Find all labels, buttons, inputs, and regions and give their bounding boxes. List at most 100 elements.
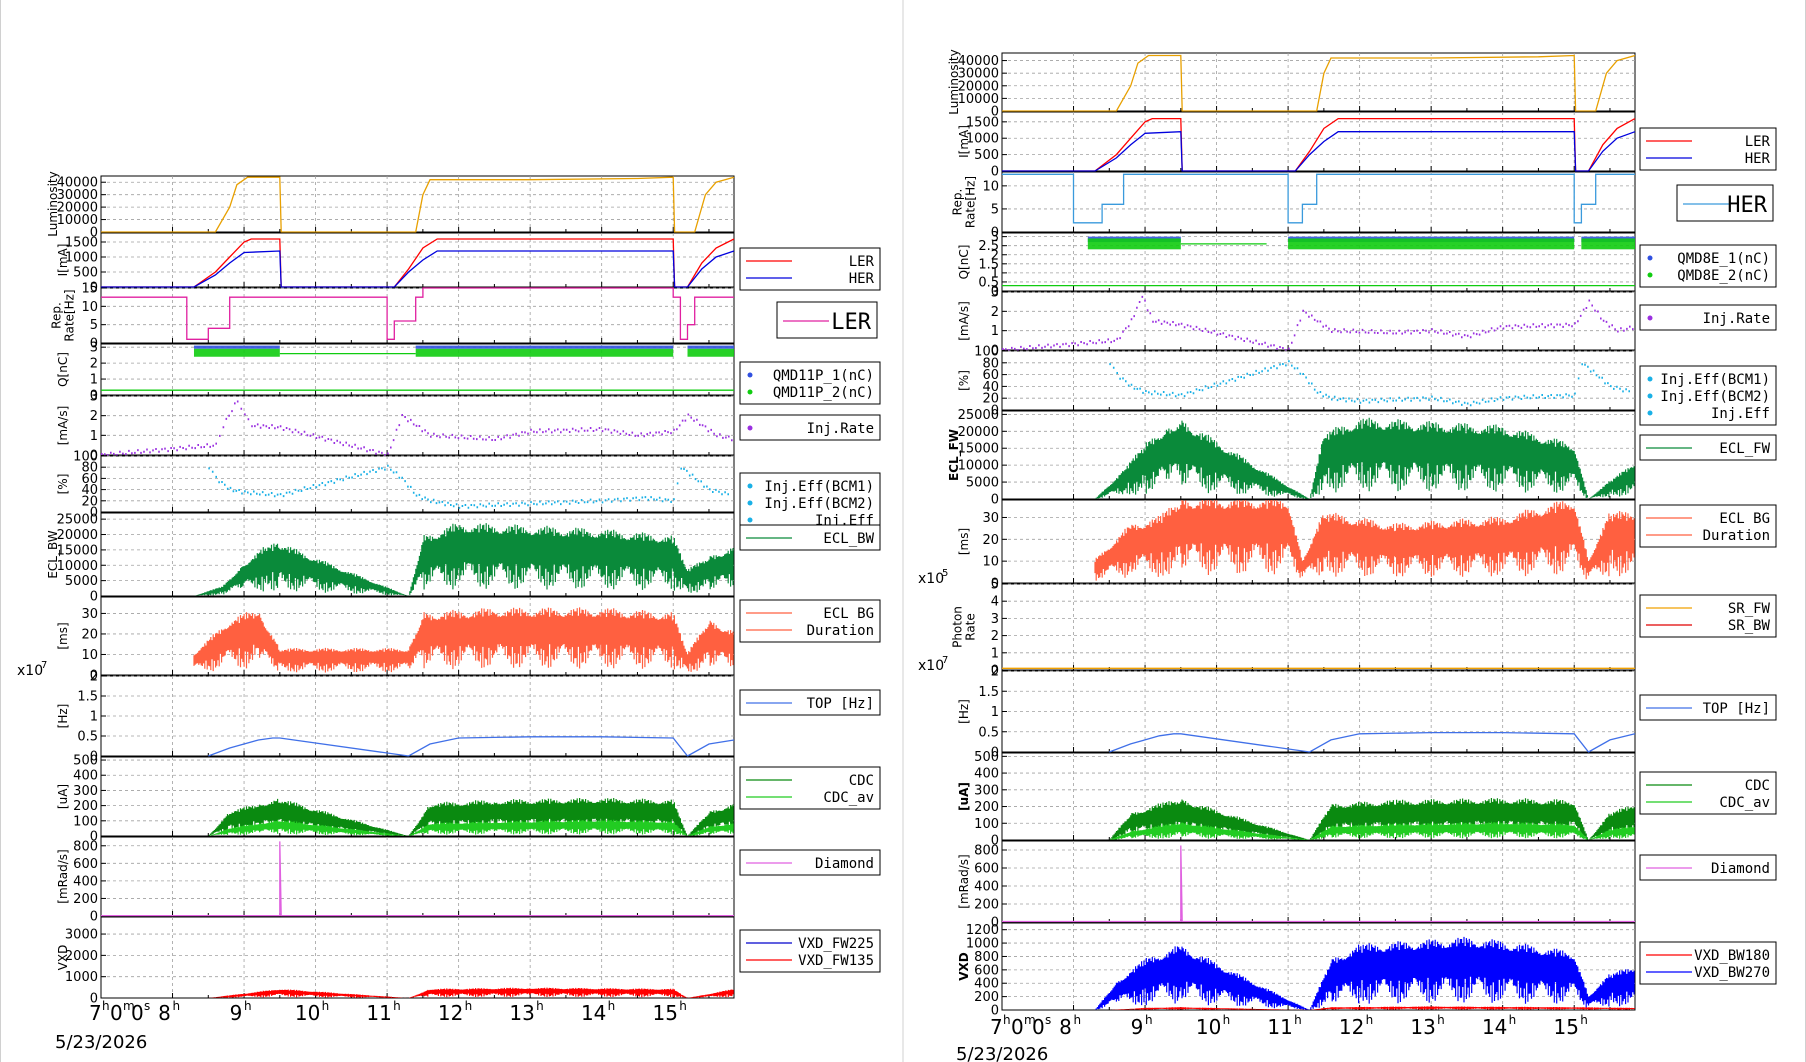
legend-label: QMD8E_1(nC) xyxy=(1677,251,1770,267)
y-tick-label: 1000 xyxy=(65,970,98,985)
hour-value: 12 xyxy=(1339,1015,1364,1039)
y-axis-label-text: ECL_FW xyxy=(947,429,962,481)
legend-box: TOP [Hz] xyxy=(1639,694,1777,721)
y-tick-label: 200 xyxy=(73,799,98,814)
legend-box: Inj.Rate xyxy=(1639,304,1777,331)
y-tick-label: 0 xyxy=(90,337,98,352)
y-tick-label: 500 xyxy=(73,266,98,281)
legend-marker xyxy=(747,517,753,523)
time-start-unit: m xyxy=(123,999,135,1013)
y-tick-label: 500 xyxy=(974,750,999,765)
y-tick-label: 500 xyxy=(974,148,999,163)
y-axis-label: Luminosity xyxy=(46,171,60,236)
panel-frame xyxy=(100,836,735,917)
series-spiky xyxy=(1109,1006,1635,1010)
y-tick-label: 1200 xyxy=(966,923,999,938)
y-tick-label: 60 xyxy=(81,472,98,487)
hour-value: 12 xyxy=(438,1001,463,1025)
y-tick-label: 800 xyxy=(974,844,999,859)
panel-frame xyxy=(100,675,735,757)
y-tick-label: 600 xyxy=(73,857,98,872)
panel-frame xyxy=(1001,350,1636,411)
panel-frame xyxy=(100,287,735,344)
y-tick-label: 100 xyxy=(73,814,98,829)
y-axis-label-text: [%] xyxy=(957,370,971,391)
y-tick-label: 800 xyxy=(974,950,999,965)
y-axis-label: VXD xyxy=(957,952,971,981)
y-axis-label-text: [mRad/s] xyxy=(957,854,971,908)
series-spiky xyxy=(1095,417,1635,499)
panel-frame xyxy=(100,916,735,999)
y-tick-label: 1000 xyxy=(65,251,98,266)
legend-label: VXD_FW135 xyxy=(798,953,874,969)
hour-unit: h xyxy=(173,999,181,1013)
y-tick-label: 0 xyxy=(90,750,98,765)
panel-frame xyxy=(100,455,735,513)
panel-frame xyxy=(1001,291,1636,351)
panel-6: 25000 20000 15000 10000 5000 0 ECL_FW ECL_FW xyxy=(947,408,1777,508)
hour-label: 15 h xyxy=(1553,1013,1587,1039)
legend-marker xyxy=(747,372,753,378)
panel-frame xyxy=(100,395,735,456)
y-tick-label: 5 xyxy=(991,202,999,217)
hour-unit: h xyxy=(322,999,330,1013)
y-tick-label: 10 xyxy=(81,300,98,315)
y-tick-label: 0 xyxy=(991,165,999,180)
legend-box: QMD11P_1(nC)QMD11P_2(nC) xyxy=(739,361,881,405)
y-axis-label: [Hz] xyxy=(56,704,70,729)
series-band xyxy=(1288,238,1575,250)
y-tick-label: 400 xyxy=(974,880,999,895)
time-start-unit: h xyxy=(1003,1013,1011,1027)
y-axis-label-text: I[mA] xyxy=(957,125,971,158)
legend-label: SR_BW xyxy=(1728,618,1771,634)
legend-frame xyxy=(1639,244,1777,288)
hour-unit: h xyxy=(465,999,473,1013)
y-axis-label: [mRad/s] xyxy=(957,854,971,908)
y-axis-label: I[mA] xyxy=(957,125,971,158)
legend-frame xyxy=(1639,504,1777,548)
time-start-value: 0 xyxy=(110,1001,123,1025)
series-line xyxy=(1002,173,1635,224)
legend-label: HER xyxy=(1727,193,1767,218)
y-axis-label: [Hz] xyxy=(957,699,971,724)
date-label: 5/23/2026 xyxy=(55,1032,147,1053)
y-tick-label: 100 xyxy=(73,450,98,465)
y-axis-label-text: [ms] xyxy=(957,528,971,555)
legend-box: Inj.Rate xyxy=(739,414,881,441)
legend-box: Inj.Eff(BCM1)Inj.Eff(BCM2)Inj.Eff xyxy=(739,472,881,533)
hour-label: 10 h xyxy=(1196,1013,1230,1039)
legend-marker xyxy=(1647,393,1653,399)
y-axis-label-line: Photon xyxy=(951,606,965,648)
hour-value: 13 xyxy=(1410,1015,1435,1039)
legend-box: Diamond xyxy=(739,849,881,876)
y-tick-label: 40000 xyxy=(958,54,999,69)
y-tick-label: 0 xyxy=(991,404,999,419)
y-axis-label-line: Rate[Hz] xyxy=(63,289,77,341)
y-tick-label: 400 xyxy=(974,767,999,782)
legend-frame xyxy=(739,599,881,643)
y-tick-label: 1000 xyxy=(966,937,999,952)
y-axis-label-text: Q[nC] xyxy=(56,352,70,387)
left-strip-chart: 400003000020000100000Luminosity150010005… xyxy=(17,171,881,1053)
legend-frame xyxy=(776,301,878,339)
legend-frame xyxy=(739,524,881,551)
series-line xyxy=(1002,845,1635,923)
y-tick-label: 0.5 xyxy=(978,725,999,740)
y-axis-label: Q[nC] xyxy=(56,352,70,387)
exponent-base: x10 xyxy=(17,663,43,679)
legend-box: Diamond xyxy=(1639,854,1777,881)
y-tick-label: 5000 xyxy=(966,476,999,491)
legend-marker xyxy=(747,500,753,506)
panel-11: 800 600 400 200 0 [mRad/s] Diamond xyxy=(957,840,1777,931)
